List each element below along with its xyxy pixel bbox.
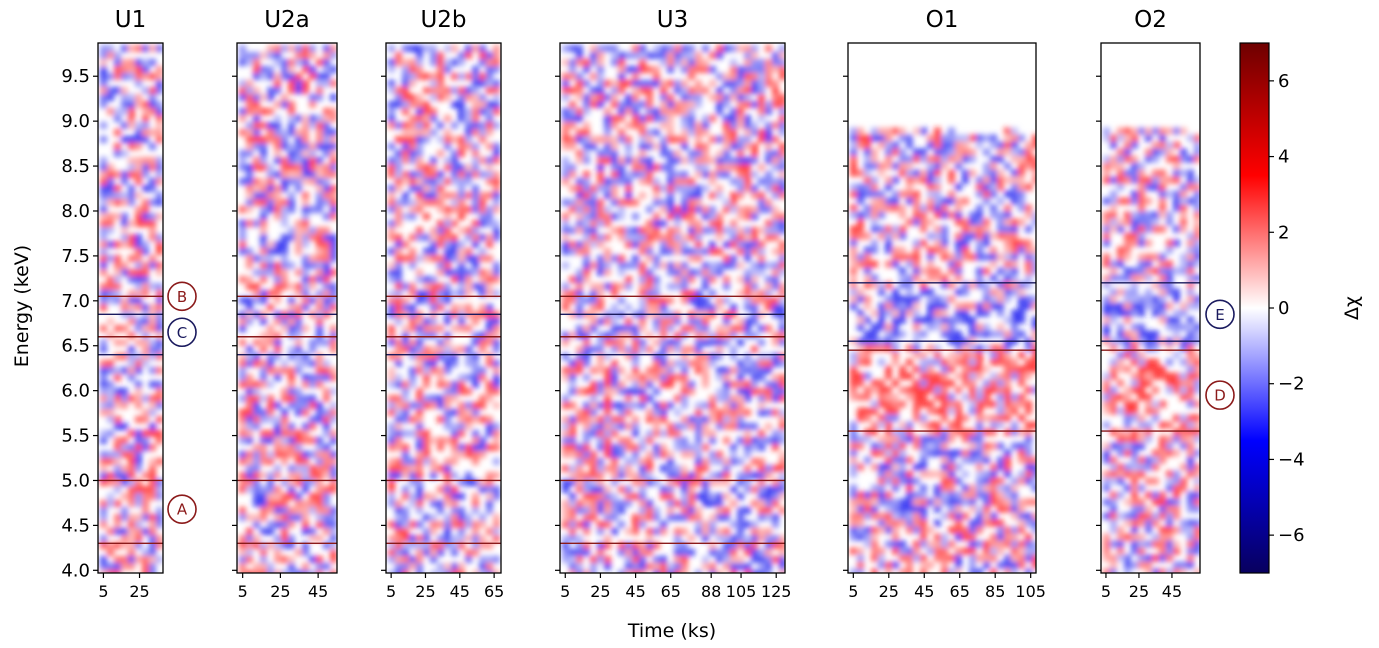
colorbar: −6 −4 −2 0 2 4 6 Δχ: [1239, 42, 1363, 574]
x-tick-label: 5: [386, 582, 396, 601]
x-tick-label: 25: [879, 582, 899, 601]
annotation-c: C: [167, 317, 197, 348]
panel-u3: U3 5 25 45 65 88 105 125: [555, 7, 791, 601]
x-tick-label: 45: [914, 582, 934, 601]
y-tick-label: 8.5: [61, 156, 90, 177]
y-tick-label: 4.0: [61, 560, 90, 581]
annotation-b: B: [167, 281, 197, 312]
heatmap-texture: [388, 45, 500, 573]
annotation-d: D: [1205, 380, 1235, 410]
panel-frame: [847, 42, 1037, 574]
annotation-e: E: [1205, 299, 1235, 330]
panel-title: U3: [657, 7, 688, 33]
x-tick-label: 5: [238, 582, 248, 601]
x-tick-label: 5: [848, 582, 858, 601]
panel-o2: O2 5 25 45: [1096, 7, 1201, 601]
y-tick-label: 5.0: [61, 470, 90, 491]
y-tick-label: 7.5: [61, 246, 90, 267]
annotation-a: A: [167, 494, 197, 525]
panel-title: U2b: [420, 7, 466, 33]
x-tick-label: 85: [985, 582, 1005, 601]
y-tick-label: 9.0: [61, 111, 90, 132]
x-tick-label: 45: [625, 582, 645, 601]
x-tick-label: 125: [761, 582, 792, 601]
x-tick-label: 25: [129, 582, 149, 601]
colorbar-tick-label: −4: [1278, 449, 1305, 470]
x-tick-label: 25: [1129, 582, 1149, 601]
colorbar-label: Δχ: [1341, 296, 1363, 320]
x-tick-label: 5: [1101, 582, 1111, 601]
colorbar-bar: [1239, 42, 1270, 574]
x-tick-label: 25: [270, 582, 290, 601]
panel-title: U1: [115, 7, 146, 33]
x-tick-label: 25: [415, 582, 435, 601]
y-tick-label: 5.5: [61, 426, 90, 447]
colorbar-tick-label: 2: [1278, 222, 1289, 243]
panel-u1: U1 5 25: [93, 7, 164, 601]
x-tick-label: 65: [950, 582, 970, 601]
y-tick-label: 4.5: [61, 515, 90, 536]
annotations: A BC D E: [167, 281, 1235, 525]
heatmap-texture: [100, 45, 163, 573]
colorbar-tick-label: −6: [1278, 525, 1305, 546]
y-axis-label: Energy (keV): [11, 245, 33, 367]
y-tick-label: 6.5: [61, 336, 90, 357]
colorbar-tick-label: 0: [1278, 298, 1289, 319]
panel-title: O2: [1134, 7, 1167, 33]
colorbar-tick-label: −2: [1278, 374, 1305, 395]
panel-u2b: U2b 5 25 45 65: [381, 7, 504, 601]
x-tick-label: 45: [1162, 582, 1182, 601]
x-tick-label: 65: [484, 582, 504, 601]
colorbar-tick-label: 4: [1278, 147, 1289, 168]
x-tick-label: 45: [450, 582, 470, 601]
panel-title: O1: [926, 7, 959, 33]
y-axis: 4.0 4.5 5.0 5.5 6.0 6.5 7.0 7.5 8.0 8.5 9.0 9.5: [61, 66, 90, 581]
colorbar-tick-label: 6: [1278, 71, 1289, 92]
panel-o1: O1 5 25 45 65 85 105: [843, 7, 1046, 601]
x-tick-label: 5: [98, 582, 108, 601]
x-tick-label: 105: [1015, 582, 1046, 601]
heatmap-texture: [1103, 127, 1200, 573]
x-tick-label: 45: [308, 582, 328, 601]
heatmap-texture: [850, 127, 1036, 573]
y-tick-label: 9.5: [61, 66, 90, 87]
heatmap-texture: [239, 45, 337, 573]
panel-frame: [97, 42, 164, 574]
panel-frame: [1100, 42, 1201, 574]
y-tick-label: 6.0: [61, 381, 90, 402]
panel-frame: [385, 42, 502, 574]
x-tick-label: 105: [726, 582, 757, 601]
x-tick-label: 5: [560, 582, 570, 601]
x-axis-label: Time (ks): [627, 620, 716, 642]
x-tick-label: 88: [701, 582, 721, 601]
panel-title: U2a: [264, 7, 310, 33]
panel-frame: [236, 42, 338, 574]
x-tick-label: 65: [661, 582, 681, 601]
y-tick-label: 7.0: [61, 291, 90, 312]
panel-u2a: U2a 5 25 45: [232, 7, 338, 601]
x-tick-label: 25: [590, 582, 610, 601]
panel-frame: [559, 42, 786, 574]
y-tick-label: 8.0: [61, 201, 90, 222]
heatmap-texture: [562, 45, 785, 573]
